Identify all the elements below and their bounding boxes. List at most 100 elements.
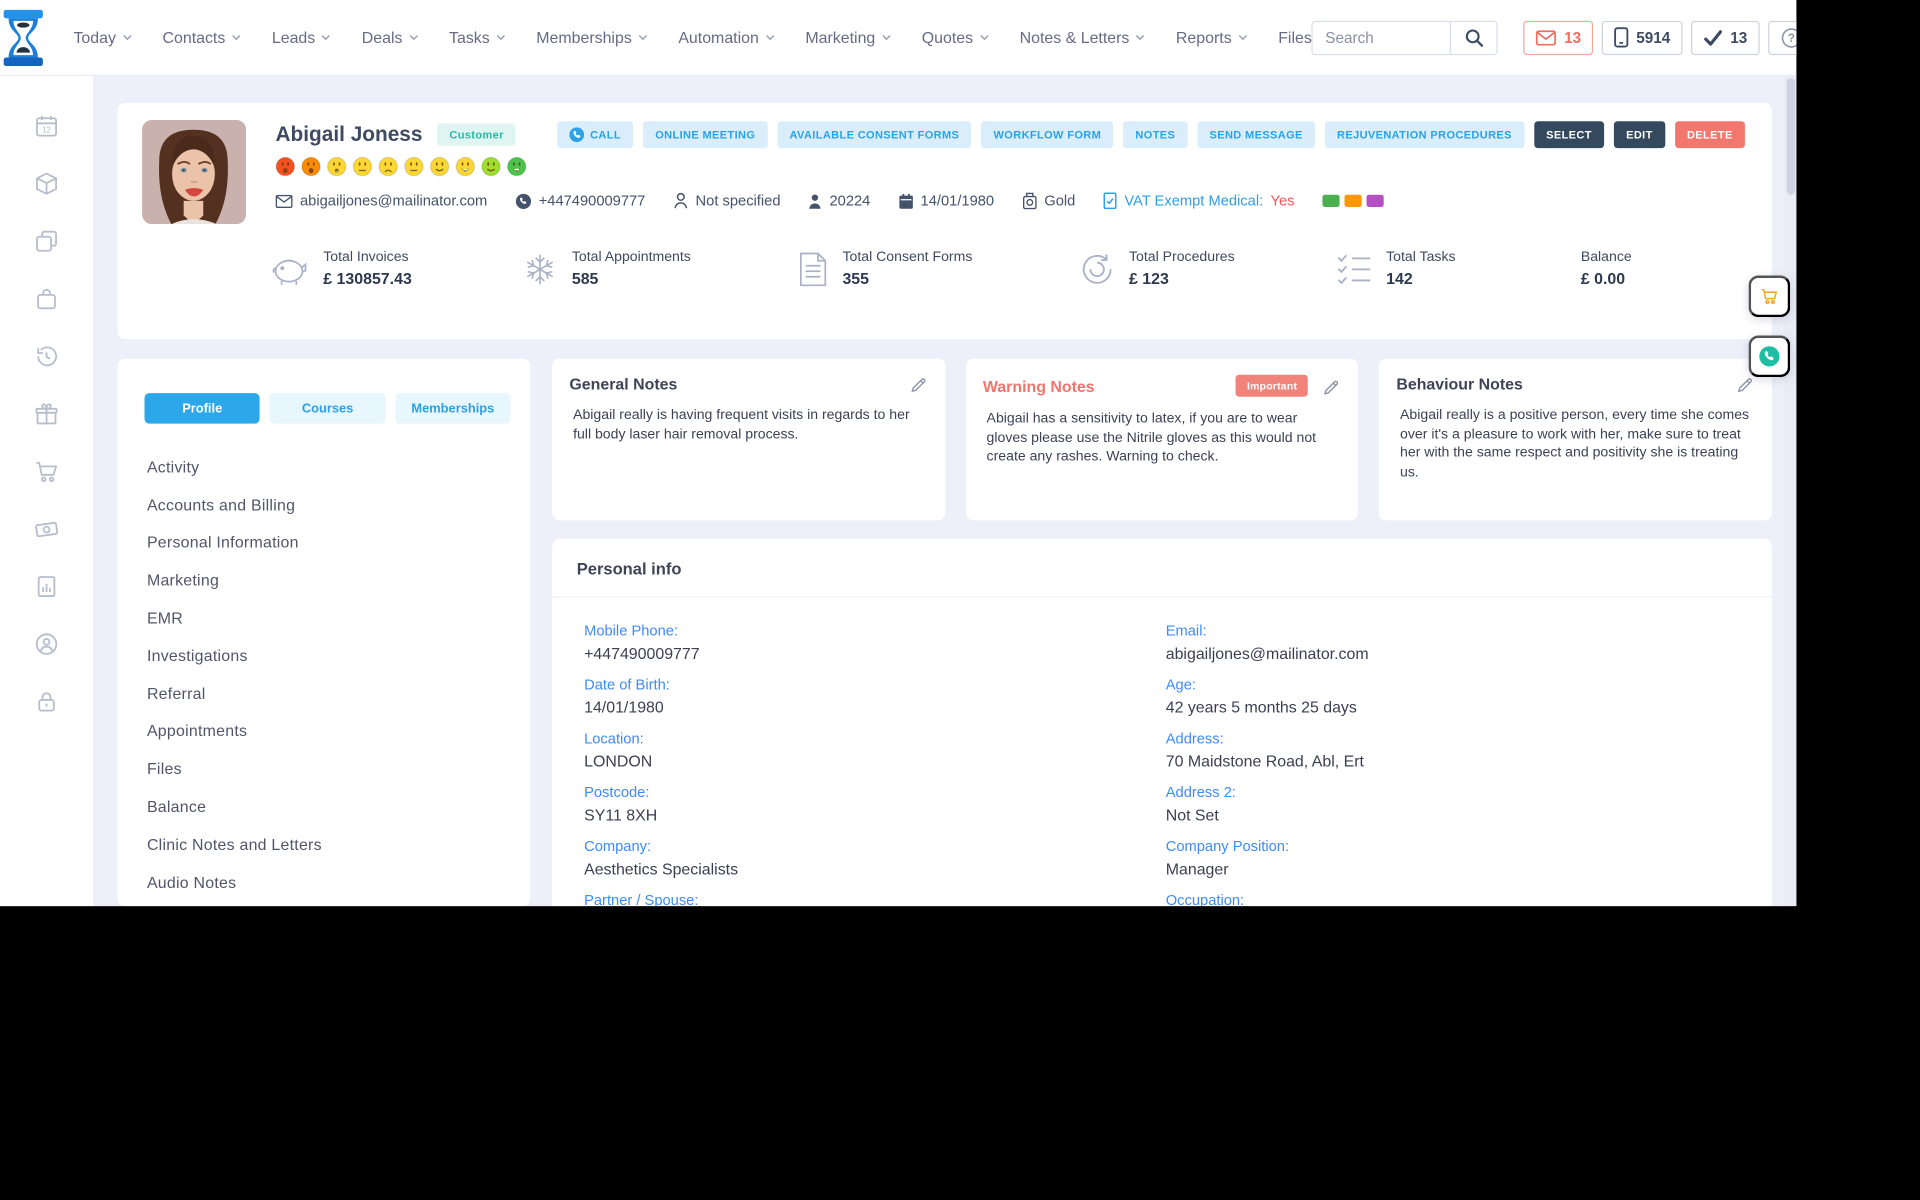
tasks-icon	[1337, 254, 1371, 284]
call-button[interactable]: CALL	[557, 121, 634, 149]
menu-item-marketing[interactable]: Marketing	[146, 570, 220, 590]
package-icon[interactable]	[33, 170, 60, 197]
online-meeting-button[interactable]: ONLINE MEETING	[642, 121, 768, 149]
svg-text:12: 12	[42, 125, 51, 134]
tab-profile[interactable]: Profile	[144, 393, 260, 424]
nav-item-marketing[interactable]: Marketing	[805, 28, 891, 47]
menu-item-clinic-notes-letters[interactable]: Clinic Notes and Letters	[146, 834, 322, 854]
mood-scale[interactable]	[275, 156, 1384, 177]
mood-face-1[interactable]	[275, 156, 296, 177]
client-phone[interactable]: +447490009777	[515, 192, 645, 209]
nav-item-automation[interactable]: Automation	[678, 28, 775, 47]
nav-item-deals[interactable]: Deals	[362, 28, 419, 47]
app-window: Today Contacts Leads Deals Tasks Memberships A…	[0, 0, 1797, 907]
mood-face-10[interactable]	[506, 156, 527, 177]
rejuvenation-procedures-button[interactable]: REJUVENATION PROCEDURES	[1324, 121, 1525, 149]
workflow-form-button[interactable]: WORKFLOW FORM	[981, 121, 1114, 149]
mood-face-5[interactable]	[378, 156, 398, 177]
chevron-down-icon	[122, 34, 132, 41]
account-icon[interactable]	[33, 631, 60, 658]
client-label-swatch-1[interactable]	[1322, 194, 1340, 207]
behaviour-notes-text: Abigail really is a positive person, eve…	[1400, 407, 1750, 480]
client-section-menu: Activity Accounts and Billing Personal I…	[144, 448, 510, 906]
general-notes-card: General Notes Abigail really is having f…	[552, 358, 945, 521]
menu-item-referral[interactable]: Referral	[146, 684, 206, 703]
edit-general-notes-button[interactable]	[909, 375, 927, 393]
gift-icon[interactable]	[33, 400, 60, 427]
mood-face-3[interactable]	[326, 156, 347, 177]
nav-item-memberships[interactable]: Memberships	[536, 28, 647, 47]
menu-item-appointments[interactable]: Appointments	[146, 721, 248, 741]
menu-item-emr[interactable]: EMR	[146, 608, 184, 628]
messages-badge[interactable]: 13	[1523, 20, 1594, 55]
floating-whatsapp-button[interactable]	[1748, 335, 1791, 378]
chevron-down-icon	[322, 34, 331, 41]
nav-item-today[interactable]: Today	[73, 28, 132, 47]
pencil-icon	[1737, 378, 1752, 393]
checkmark-icon	[1704, 29, 1723, 46]
tasks-count: 13	[1730, 28, 1748, 46]
nav-item-reports[interactable]: Reports	[1176, 28, 1248, 47]
mood-face-9[interactable]	[481, 156, 501, 177]
tab-memberships[interactable]: Memberships	[395, 393, 511, 424]
duplicate-icon[interactable]	[33, 228, 60, 255]
menu-item-personal-information[interactable]: Personal Information	[146, 533, 299, 552]
stat-total-invoices: Total Invoices £ 130857.43	[271, 250, 522, 288]
notes-button[interactable]: NOTES	[1123, 121, 1188, 149]
icon-sidebar: 12	[0, 75, 94, 907]
consent-forms-button[interactable]: AVAILABLE CONSENT FORMS	[777, 121, 972, 149]
edit-warning-notes-button[interactable]	[1323, 377, 1341, 395]
stat-total-procedures: Total Procedures £ 123	[1079, 250, 1336, 288]
delete-button[interactable]: DELETE	[1674, 121, 1745, 149]
mood-face-8[interactable]	[455, 156, 476, 177]
app-logo[interactable]	[0, 9, 47, 66]
report-icon[interactable]	[33, 573, 60, 600]
history-icon[interactable]	[33, 343, 60, 370]
client-type-badge: Customer	[437, 123, 517, 146]
mood-face-7[interactable]	[429, 156, 450, 177]
lock-icon[interactable]	[33, 688, 60, 715]
mood-face-4[interactable]	[352, 156, 373, 177]
send-message-button[interactable]: SEND MESSAGE	[1197, 121, 1315, 149]
page-scrollbar[interactable]	[1784, 75, 1797, 907]
client-label-swatch-2[interactable]	[1344, 194, 1362, 207]
cart-icon[interactable]	[33, 458, 60, 485]
nav-item-quotes[interactable]: Quotes	[922, 28, 989, 47]
client-photo[interactable]	[142, 120, 247, 225]
mood-face-6[interactable]	[404, 156, 424, 177]
menu-item-audio-notes[interactable]: Audio Notes	[146, 872, 237, 892]
tasks-badge[interactable]: 13	[1691, 20, 1760, 55]
help-badge[interactable]: ?	[1768, 20, 1797, 55]
edit-button[interactable]: EDIT	[1613, 121, 1665, 149]
money-icon[interactable]	[33, 516, 60, 543]
menu-item-files[interactable]: Files	[146, 759, 182, 778]
general-notes-text: Abigail really is having frequent visits…	[573, 407, 910, 442]
tab-courses[interactable]: Courses	[269, 393, 386, 424]
menu-item-photos[interactable]: Photos	[144, 901, 510, 906]
messages-count: 13	[1564, 28, 1582, 46]
search-input[interactable]	[1313, 21, 1451, 54]
nav-item-leads[interactable]: Leads	[272, 28, 331, 47]
edit-behaviour-notes-button[interactable]	[1736, 375, 1754, 393]
nav-item-files[interactable]: Files	[1278, 28, 1312, 47]
mood-face-2[interactable]	[301, 156, 321, 177]
snowflake-icon	[526, 254, 554, 284]
menu-item-balance[interactable]: Balance	[146, 797, 207, 816]
menu-item-accounts-billing[interactable]: Accounts and Billing	[146, 495, 296, 514]
menu-item-activity[interactable]: Activity	[146, 457, 200, 477]
client-label-swatches[interactable]	[1322, 194, 1384, 207]
client-contact-row: abigailjones@mailinator.com +44749000977…	[275, 192, 1384, 209]
calendar-icon[interactable]: 12	[33, 113, 60, 140]
client-email[interactable]: abigailjones@mailinator.com	[275, 192, 487, 209]
nav-item-notes-letters[interactable]: Notes & Letters	[1020, 28, 1146, 47]
phone-badge[interactable]: 5914	[1601, 20, 1683, 55]
menu-item-investigations[interactable]: Investigations	[146, 646, 248, 665]
search-button[interactable]	[1450, 21, 1497, 54]
select-button[interactable]: SELECT	[1533, 121, 1605, 149]
email-icon	[275, 194, 293, 208]
floating-cart-button[interactable]	[1748, 275, 1791, 318]
nav-item-tasks[interactable]: Tasks	[449, 28, 506, 47]
nav-item-contacts[interactable]: Contacts	[162, 28, 241, 47]
client-label-swatch-3[interactable]	[1366, 194, 1384, 207]
shopping-bag-icon[interactable]	[33, 285, 60, 312]
